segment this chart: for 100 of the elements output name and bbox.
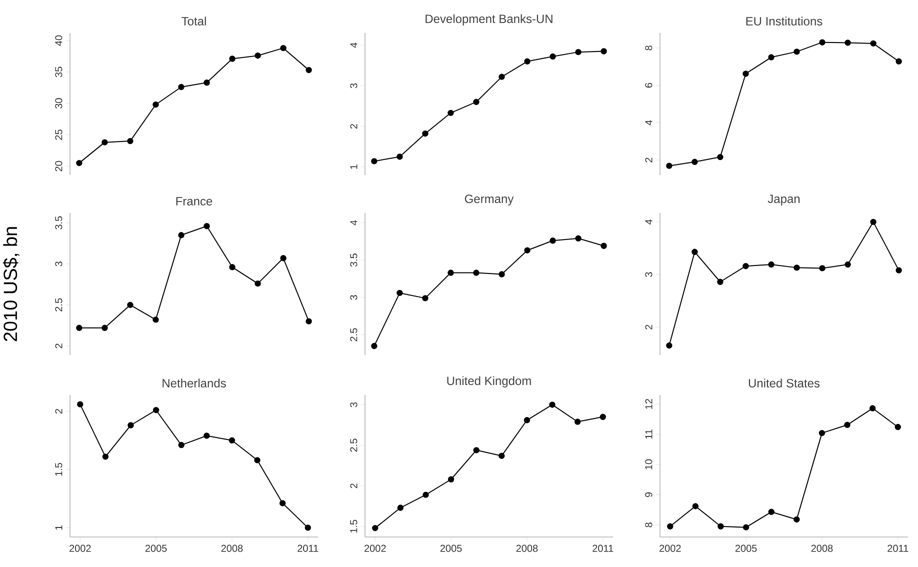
point [819,39,826,46]
y-tick-label: 25 [55,130,62,140]
point [152,316,159,323]
point [422,295,428,302]
point [844,422,850,428]
point [254,457,260,464]
point [717,278,724,285]
point [178,232,184,238]
point [768,508,774,516]
y-tick-label: 2.5 [55,298,62,312]
point [178,442,184,448]
y-tick-label: 3 [645,272,652,277]
point [204,432,210,439]
point [549,402,556,408]
x-tick-label: 2005 [735,544,757,552]
point [229,264,236,270]
y-tick-label: 1 [350,164,358,169]
point [306,318,312,324]
point [77,401,84,408]
point [396,290,403,296]
y-tick-label: 3 [350,83,358,88]
chart-title: Netherlands [162,378,226,388]
x-tick-label: 2011 [298,544,318,552]
point [280,255,286,262]
point [819,265,826,272]
y-tick-label: 3 [55,262,62,266]
point [666,342,672,349]
point [742,70,749,77]
y-tick-label: 4 [350,220,358,226]
point [870,40,876,47]
point [448,110,454,116]
y-tick-label: 6 [645,82,652,88]
point [717,154,724,160]
y-tick-label: 4 [645,120,652,126]
point [127,138,134,144]
point [794,264,800,271]
point [574,418,581,425]
point [768,261,774,268]
y-tick-label: 2 [645,324,652,330]
point [550,53,556,60]
x-tick-label: 2002 [364,544,386,552]
y-tick-label: 12 [645,398,652,409]
y-tick-label: 3.5 [350,254,358,267]
y-tick-label: 1 [55,525,62,530]
point [742,263,749,270]
point [600,414,606,420]
point [102,139,108,146]
y-tick-label: 3.5 [55,216,62,230]
point [372,524,378,532]
point [152,102,159,108]
point [422,492,429,498]
point [692,503,699,510]
point [102,324,108,331]
chart-title: EU Institutions [746,16,822,26]
point [473,270,480,276]
point [692,158,698,166]
point [600,48,607,54]
point [524,58,530,64]
point [304,524,311,531]
point [229,56,236,62]
y-tick-label: 2 [350,484,358,488]
point [600,242,607,249]
point [869,405,876,412]
point [667,523,674,530]
point [844,40,851,46]
y-tick-label: 2.5 [350,328,358,342]
point [666,162,672,169]
point [228,437,236,444]
y-tick-label: 8 [645,522,652,528]
y-tick-label: 3 [350,402,358,408]
point [371,342,378,350]
x-tick-label: 2002 [660,544,681,552]
point [448,476,454,482]
point [396,154,403,160]
point [204,223,210,230]
point [692,248,698,256]
x-tick-label: 2008 [516,544,538,552]
point [524,247,530,254]
chart-title: Development Banks-UN [426,14,552,26]
x-tick-label: 2005 [145,544,167,552]
point [152,407,160,414]
y-tick-label: 30 [55,98,62,109]
y-tick-label: 2 [350,124,358,129]
y-tick-label: 4 [350,42,358,48]
point [371,158,378,164]
y-tick-label: 2.5 [350,438,358,452]
point [422,130,428,137]
point [397,504,404,511]
point [473,447,480,454]
y-tick-label: 4 [645,219,652,224]
point [279,500,286,506]
chart-title: France [176,197,212,206]
point [448,270,454,276]
point [178,84,184,90]
x-tick-label: 2011 [888,544,908,552]
y-tick-label: 1.5 [350,520,358,533]
y-tick-label: 20 [55,161,62,172]
point [306,66,312,74]
y-tick-label: 2 [55,344,62,348]
point [550,238,556,244]
